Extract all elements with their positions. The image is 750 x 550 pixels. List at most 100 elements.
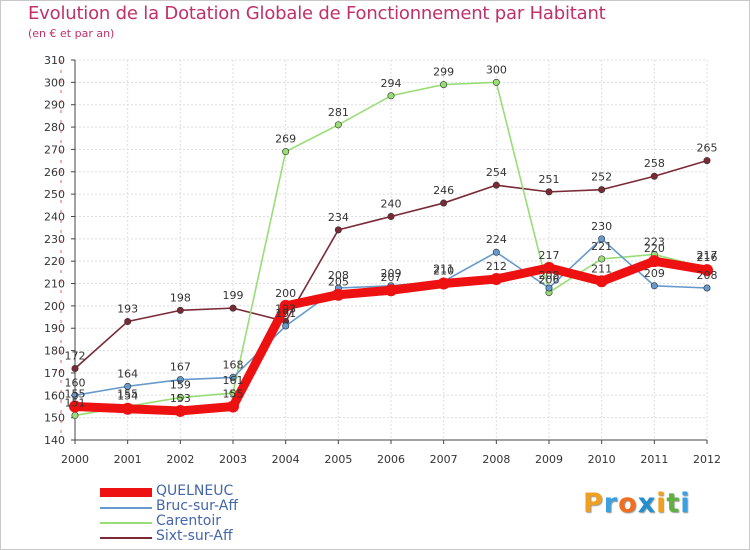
data-label-sixt-sur-aff: 254 [486,166,507,179]
data-point-quelneuc [595,275,608,288]
data-label-quelneuc: 220 [644,242,665,255]
x-tick-label: 2005 [324,453,352,466]
data-label-bruc-sur-aff: 208 [539,269,560,282]
data-label-carentoir: 223 [644,235,665,248]
data-point-sixt-sur-aff [492,181,500,189]
logo-letter: x [637,488,657,519]
data-label-bruc-sur-aff: 209 [381,267,402,280]
data-point-bruc-sur-aff [545,284,553,292]
data-point-bruc-sur-aff [703,284,711,292]
logo-letter: i [656,488,667,519]
x-tick-label: 2011 [640,453,668,466]
y-tick-label: 310 [44,54,65,67]
data-label-bruc-sur-aff: 230 [591,220,612,233]
y-tick-label: 270 [44,143,65,156]
data-label-sixt-sur-aff: 193 [117,303,138,316]
data-point-sixt-sur-aff [334,226,342,234]
data-point-sixt-sur-aff [703,157,711,165]
legend-label-sixt-sur-aff: Sixt-sur-Aff [156,528,233,544]
x-tick-label: 2001 [114,453,142,466]
data-point-quelneuc [121,402,134,415]
data-label-sixt-sur-aff: 199 [223,289,244,302]
y-tick-label: 200 [44,300,65,313]
data-label-carentoir: 159 [170,379,191,392]
data-point-bruc-sur-aff [176,376,184,384]
x-tick-label: 2002 [166,453,194,466]
data-label-bruc-sur-aff: 164 [117,367,138,380]
proxiti-logo: Proxiti [583,488,691,519]
data-label-quelneuc: 155 [223,387,244,400]
data-label-sixt-sur-aff: 198 [170,291,191,304]
y-tick-label: 140 [44,434,65,447]
logo-letter: i [680,488,691,519]
data-label-carentoir: 300 [486,63,507,76]
data-point-quelneuc [543,261,555,274]
logo-letter: P [583,488,604,519]
data-point-sixt-sur-aff [598,186,606,194]
chart-title: Evolution de la Dotation Globale de Fonc… [28,3,606,24]
data-point-carentoir [71,411,79,419]
data-point-quelneuc [437,277,450,290]
y-tick-label: 240 [44,210,65,223]
data-label-quelneuc: 154 [117,390,138,403]
data-label-carentoir: 206 [539,273,560,286]
data-point-carentoir [440,81,448,89]
data-label-bruc-sur-aff: 224 [486,233,507,246]
data-label-bruc-sur-aff: 191 [275,307,296,320]
data-point-quelneuc [279,299,292,312]
data-label-bruc-sur-aff: 208 [328,269,349,282]
data-label-bruc-sur-aff: 167 [170,361,191,374]
data-label-carentoir: 299 [433,66,454,79]
data-point-quelneuc [69,400,81,413]
data-label-sixt-sur-aff: 246 [433,184,454,197]
data-label-carentoir: 161 [223,374,244,387]
data-label-sixt-sur-aff: 265 [697,142,718,155]
data-label-bruc-sur-aff: 211 [433,262,454,275]
legend-swatch-sixt-sur-aff [100,537,152,539]
data-label-quelneuc: 211 [591,262,612,275]
data-point-carentoir [492,78,500,86]
data-label-carentoir: 269 [275,133,296,146]
data-point-quelneuc [490,273,503,286]
data-label-sixt-sur-aff: 240 [381,197,402,210]
data-point-quelneuc [174,404,187,417]
x-tick-label: 2007 [430,453,458,466]
data-label-bruc-sur-aff: 208 [697,269,718,282]
data-point-bruc-sur-aff [229,373,237,381]
data-point-sixt-sur-aff [229,304,237,312]
data-label-quelneuc: 155 [65,387,86,400]
logo-letter: r [603,488,619,519]
data-label-sixt-sur-aff: 258 [644,157,665,170]
data-point-sixt-sur-aff [545,188,553,196]
data-label-quelneuc: 217 [539,249,560,262]
data-label-carentoir: 217 [697,249,718,262]
data-label-quelneuc: 207 [381,271,402,284]
data-point-quelneuc [227,400,239,413]
data-label-sixt-sur-aff: 193 [275,303,296,316]
y-tick-label: 190 [44,322,65,335]
x-tick-label: 2012 [693,453,721,466]
y-tick-label: 160 [44,389,65,402]
legend-swatch-carentoir [100,522,152,524]
data-label-quelneuc: 205 [328,276,349,289]
data-labels: 172 193 198 199 193 234 240 246 254 251 252 258 265 1… [65,63,718,409]
data-point-sixt-sur-aff [650,172,658,180]
data-point-carentoir [598,255,606,263]
y-tick-label: 170 [44,367,65,380]
legend-label-quelneuc: QUELNEUC [156,483,234,499]
legend-label-carentoir: Carentoir [156,513,221,529]
data-point-bruc-sur-aff [282,322,290,330]
data-label-quelneuc: 200 [275,287,296,300]
data-point-sixt-sur-aff [71,364,79,372]
chart-subtitle: (en € et par an) [28,27,115,40]
y-tick-label: 280 [44,121,65,134]
data-point-bruc-sur-aff [124,382,132,390]
y-tick-label: 150 [44,412,65,425]
data-label-carentoir: 294 [381,77,402,90]
data-point-bruc-sur-aff [492,248,500,256]
y-tick-label: 250 [44,188,65,201]
y-tick-label: 180 [44,345,65,358]
data-label-sixt-sur-aff: 172 [65,349,86,362]
data-point-carentoir [334,121,342,129]
data-point-carentoir [176,394,184,402]
